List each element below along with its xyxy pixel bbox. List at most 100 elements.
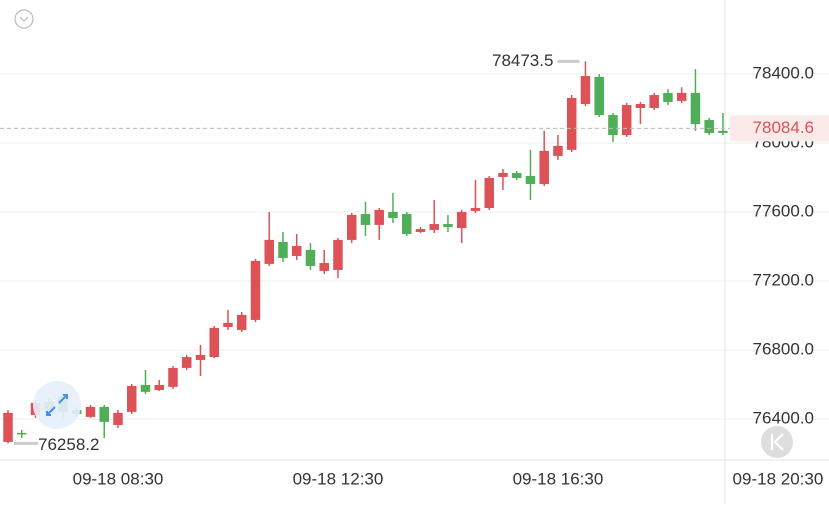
candle — [346, 213, 357, 244]
min-label: 76258.2 — [38, 435, 99, 454]
candle-body — [443, 224, 453, 227]
candle-body — [3, 412, 13, 442]
candle-body — [360, 214, 371, 225]
candle-body — [525, 175, 536, 185]
candle-body — [511, 172, 522, 178]
y-tick-label: 76800.0 — [753, 339, 814, 358]
scroll-end-button[interactable] — [761, 426, 793, 458]
candle-body — [566, 97, 577, 150]
candle-body — [649, 95, 659, 108]
candle-body — [470, 208, 481, 211]
candle-body — [374, 209, 384, 225]
candle-body — [236, 314, 247, 330]
candle-body — [99, 406, 109, 422]
y-tick-label: 77200.0 — [753, 270, 814, 289]
candle — [401, 211, 412, 236]
candle — [168, 365, 178, 389]
candle-body — [17, 432, 27, 435]
candle — [649, 92, 659, 111]
candle — [154, 379, 164, 392]
candle — [374, 208, 384, 240]
candle — [594, 73, 604, 118]
candle — [484, 175, 494, 210]
candle — [209, 325, 219, 359]
candle-body — [663, 92, 673, 102]
candle-body — [85, 406, 96, 417]
candle — [429, 199, 439, 234]
candle-body — [181, 357, 192, 368]
collapse-chevron — [19, 16, 29, 22]
candle-body — [456, 211, 467, 229]
candle-body — [209, 327, 219, 358]
candle — [498, 169, 508, 190]
collapse-icon[interactable] — [14, 9, 34, 29]
candle — [264, 211, 274, 266]
candle-body — [635, 104, 646, 108]
candle-body — [319, 263, 329, 271]
candle — [456, 209, 467, 244]
candle-body — [195, 354, 206, 360]
x-tick-label: 09-18 16:30 — [513, 469, 604, 488]
candle-body — [278, 241, 288, 259]
x-tick-label: 09-18 08:30 — [73, 469, 164, 488]
max-label: 78473.5 — [492, 51, 553, 70]
candle — [360, 201, 371, 236]
candle — [511, 170, 522, 180]
candle — [250, 258, 261, 323]
candle — [635, 101, 646, 125]
candle — [319, 249, 329, 274]
candle-body — [498, 172, 508, 177]
candle — [470, 179, 481, 214]
candle-body — [594, 76, 604, 116]
candle — [291, 234, 302, 260]
candle — [113, 409, 123, 428]
candle — [126, 383, 137, 414]
candle — [676, 87, 687, 103]
candle — [278, 231, 288, 262]
candle-body — [264, 239, 274, 264]
candle — [99, 404, 109, 438]
candle-body — [388, 211, 398, 219]
candle-body — [291, 245, 302, 256]
candle-body — [333, 239, 343, 270]
float-icon — [46, 394, 68, 416]
candle — [223, 309, 233, 330]
candle-body — [621, 105, 632, 136]
candle-body — [580, 76, 591, 105]
candle — [17, 429, 27, 438]
candle-body — [250, 260, 261, 320]
candle-body — [415, 229, 426, 232]
candle — [553, 135, 563, 161]
candle-body — [690, 92, 701, 125]
candle — [539, 130, 549, 186]
candle-body — [553, 145, 563, 156]
candle-body — [718, 130, 728, 133]
y-tick-label: 77600.0 — [753, 201, 814, 220]
candle — [608, 112, 618, 142]
candle-body — [113, 412, 123, 425]
candle-body — [140, 384, 151, 392]
candle — [690, 68, 701, 131]
candle — [415, 226, 426, 234]
candle — [236, 312, 247, 333]
candle — [305, 243, 316, 270]
candle-body — [305, 249, 316, 266]
candle — [580, 61, 591, 107]
candle-body — [126, 386, 137, 412]
last-price-box — [730, 115, 829, 142]
float-button[interactable] — [33, 381, 81, 429]
candle-body — [484, 177, 494, 209]
candle — [388, 193, 398, 224]
candle — [663, 89, 673, 106]
candle — [195, 344, 206, 377]
candle — [3, 409, 13, 444]
last-price-label: 78084.6 — [753, 118, 814, 137]
y-tick-label: 78400.0 — [753, 63, 814, 82]
candle — [621, 102, 632, 137]
scroll-end-icon — [770, 433, 784, 451]
candle-body — [223, 322, 233, 328]
candle-body — [539, 150, 549, 185]
candle-body — [168, 367, 178, 387]
candle — [566, 95, 577, 152]
